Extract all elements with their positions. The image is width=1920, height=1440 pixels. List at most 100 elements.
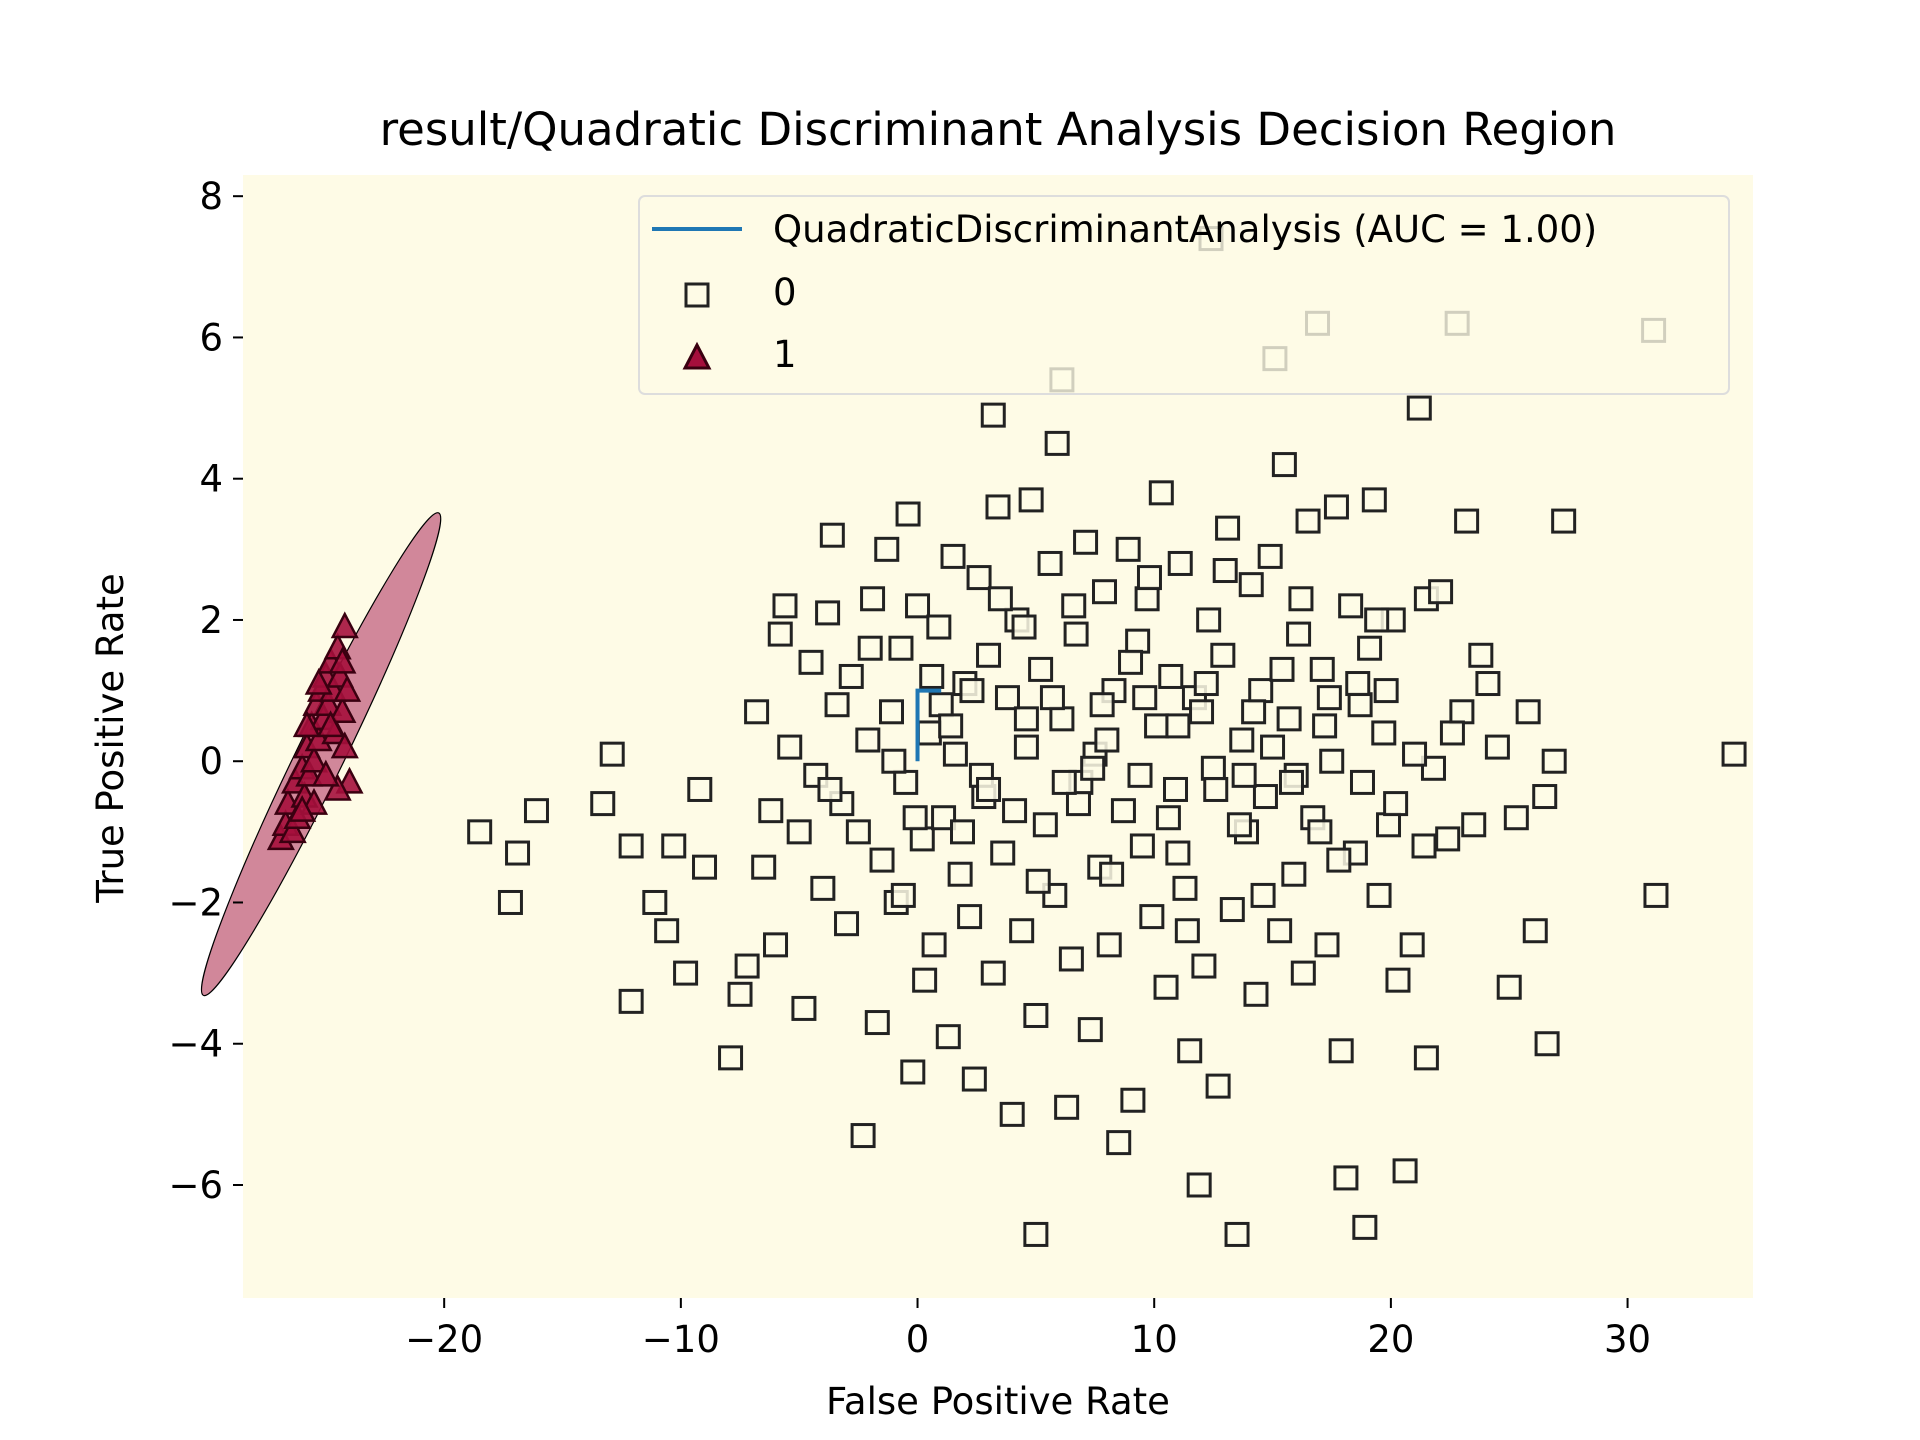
point-class-0	[1319, 748, 1345, 774]
point-class-0	[1721, 741, 1747, 767]
point-class-0	[1361, 487, 1387, 513]
point-class-0	[1532, 784, 1558, 810]
point-class-0	[1475, 671, 1501, 697]
point-class-0	[1643, 882, 1669, 908]
point-class-0	[1267, 918, 1293, 944]
point-class-0	[1009, 918, 1035, 944]
y-tick-label: 6	[199, 316, 223, 359]
point-class-0	[980, 960, 1006, 986]
point-class-0	[1025, 868, 1051, 894]
point-class-1	[323, 773, 352, 801]
point-class-0	[744, 699, 770, 725]
point-class-0	[1295, 508, 1321, 534]
point-class-0	[1399, 932, 1425, 958]
point-class-0	[1099, 861, 1125, 887]
point-class-0	[980, 402, 1006, 428]
point-class-0	[1125, 628, 1151, 654]
point-class-0	[1163, 776, 1189, 802]
y-tick-label: 4	[199, 458, 223, 501]
point-class-0	[1058, 946, 1084, 972]
point-class-0	[1177, 1038, 1203, 1064]
point-class-0	[881, 748, 907, 774]
point-class-0	[1357, 635, 1383, 661]
point-class-0	[987, 586, 1013, 612]
point-class-0	[1281, 861, 1307, 887]
point-class-0	[777, 734, 803, 760]
point-class-0	[1189, 699, 1215, 725]
point-class-0	[642, 889, 668, 915]
point-class-0	[959, 678, 985, 704]
point-class-0	[1106, 1130, 1132, 1156]
point-class-0	[819, 522, 845, 548]
point-class-0	[1323, 494, 1349, 520]
point-class-0	[1205, 1073, 1231, 1099]
point-class-0	[1032, 812, 1058, 838]
point-class-0	[1435, 826, 1461, 852]
y-tick-label: −6	[168, 1164, 223, 1207]
point-class-0	[1011, 614, 1037, 640]
y-axis-label: True Positive Rate	[89, 573, 132, 904]
point-class-0	[935, 1024, 961, 1050]
y-tick-label: 0	[199, 740, 223, 783]
point-class-1	[328, 646, 357, 674]
point-class-0	[1110, 798, 1136, 824]
point-class-0	[976, 776, 1002, 802]
point-class-0	[1191, 953, 1217, 979]
point-class-0	[1212, 558, 1238, 584]
x-tick-label: 20	[1367, 1318, 1414, 1361]
point-class-0	[654, 918, 680, 944]
point-class-0	[1288, 586, 1314, 612]
y-axis: −6 −4 −2 0 2 4 6 8	[168, 175, 243, 1207]
point-class-0	[919, 663, 945, 689]
point-class-0	[1118, 649, 1144, 675]
x-tick-label: 10	[1131, 1318, 1178, 1361]
point-class-0	[1383, 791, 1409, 817]
point-class-0	[909, 826, 935, 852]
point-class-1	[311, 759, 340, 787]
point-class-0	[1115, 536, 1141, 562]
point-class-0	[1439, 720, 1465, 746]
point-class-0	[864, 1010, 890, 1036]
point-class-0	[1276, 706, 1302, 732]
point-class-0	[727, 981, 753, 1007]
point-class-0	[1132, 685, 1158, 711]
point-class-0	[1551, 508, 1577, 534]
point-class-1	[333, 674, 362, 702]
point-class-1	[304, 667, 333, 695]
point-class-0	[838, 663, 864, 689]
point-class-0	[893, 769, 919, 795]
point-class-0	[1314, 932, 1340, 958]
roc-curve-line	[915, 688, 942, 762]
x-tick-label: 0	[906, 1318, 930, 1361]
point-class-0	[1080, 755, 1106, 781]
point-class-0	[734, 953, 760, 979]
point-class-0	[1172, 875, 1198, 901]
point-class-0	[1155, 805, 1181, 831]
point-class-0	[1167, 550, 1193, 576]
point-class-0	[1229, 727, 1255, 753]
x-tick-label: 30	[1604, 1318, 1651, 1361]
legend-class-1-label: 1	[773, 333, 797, 376]
point-class-0	[1345, 671, 1371, 697]
point-class-0	[1018, 487, 1044, 513]
point-class-0	[895, 501, 921, 527]
point-class-0	[1089, 692, 1115, 718]
legend-class-1-marker	[682, 341, 712, 370]
point-class-0	[1484, 734, 1510, 760]
point-class-0	[869, 847, 895, 873]
point-class-0	[1134, 586, 1160, 612]
point-class-0	[1413, 1045, 1439, 1071]
point-class-0	[905, 593, 931, 619]
point-class-0	[1120, 1087, 1146, 1113]
point-class-0	[1347, 692, 1373, 718]
point-class-0	[1349, 769, 1375, 795]
point-class-1	[278, 816, 307, 844]
point-class-0	[772, 593, 798, 619]
point-class-0	[916, 720, 942, 746]
x-axis-label: False Positive Rate	[826, 1380, 1170, 1423]
y-tick-label: 8	[199, 175, 223, 218]
point-class-0	[1023, 1002, 1049, 1028]
point-class-0	[1054, 1094, 1080, 1120]
